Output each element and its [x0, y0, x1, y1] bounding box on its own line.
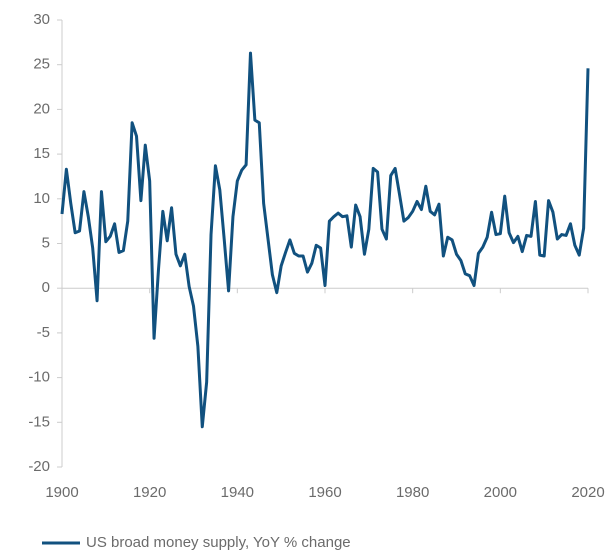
y-tick-label: 30 — [33, 11, 50, 28]
x-tick-label: 2000 — [484, 484, 517, 501]
x-tick-label: 1940 — [221, 484, 254, 501]
y-tick-label: -15 — [28, 413, 50, 430]
x-tick-label: 1900 — [45, 484, 78, 501]
x-tick-label: 1960 — [308, 484, 341, 501]
x-tick-label: 1920 — [133, 484, 166, 501]
y-tick-label: 0 — [42, 279, 50, 296]
y-tick-label: 10 — [33, 190, 50, 207]
y-tick-label: 20 — [33, 100, 50, 117]
y-tick-label: 15 — [33, 145, 50, 162]
y-tick-label: 5 — [42, 234, 50, 251]
legend-label: US broad money supply, YoY % change — [86, 534, 351, 551]
y-tick-label: -5 — [37, 324, 50, 341]
data-line — [60, 51, 590, 429]
x-tick-label: 2020 — [571, 484, 604, 501]
x-tick-label: 1980 — [396, 484, 429, 501]
y-tick-label: 25 — [33, 56, 50, 73]
y-tick-label: -20 — [28, 458, 50, 475]
y-tick-label: -10 — [28, 369, 50, 386]
